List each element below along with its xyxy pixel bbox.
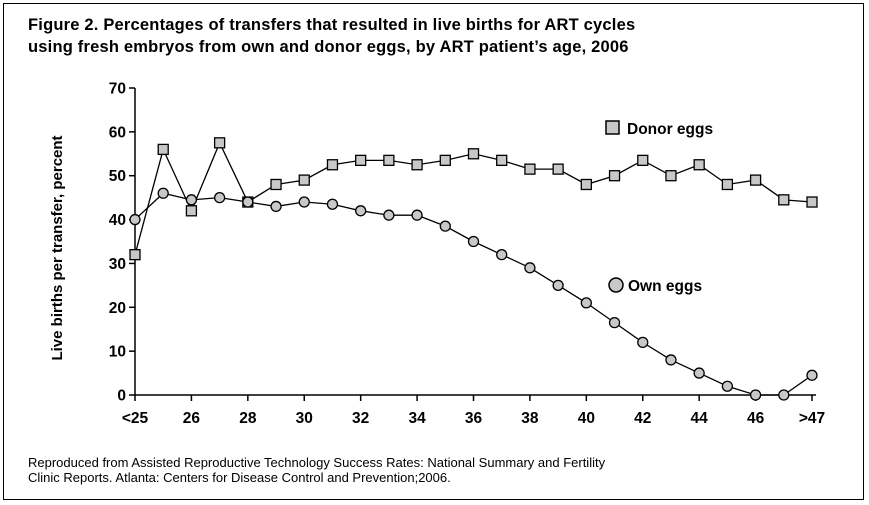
y-tick-label: 50	[109, 168, 126, 185]
x-tick-label: 28	[239, 410, 257, 427]
x-tick-label: >47	[799, 410, 825, 427]
data-point-own-eggs	[213, 191, 226, 204]
data-point-donor-eggs	[439, 154, 451, 167]
y-tick-label: 20	[109, 300, 126, 317]
source-line-1: Reproduced from Assisted Reproductive Te…	[28, 455, 606, 470]
y-tick-label: 40	[109, 212, 126, 229]
data-point-donor-eggs	[608, 170, 621, 182]
data-point-own-eggs	[242, 196, 254, 208]
y-tick-label: 70	[109, 81, 126, 98]
source-line-2: Clinic Reports. Atlanta: Centers for Dis…	[28, 470, 451, 485]
data-point-donor-eggs	[213, 137, 226, 149]
figure-frame	[3, 3, 864, 500]
y-axis-ticks: 0 10 20 30 40 50 60 70	[109, 81, 135, 405]
x-tick-label: <25	[122, 410, 149, 427]
y-tick-label: 0	[117, 388, 126, 405]
x-tick-label: 40	[578, 410, 595, 427]
data-point-own-eggs	[637, 336, 649, 349]
y-tick-label: 30	[109, 256, 126, 273]
y-tick-label: 10	[109, 344, 126, 361]
y-axis-label: Live births per transfer, percent	[49, 135, 66, 360]
series-donor-eggs	[129, 137, 818, 261]
x-tick-label: 32	[352, 410, 369, 427]
x-tick-label: 44	[691, 410, 709, 427]
data-point-donor-eggs	[129, 249, 141, 261]
figure-title-line-1: Figure 2. Percentages of transfers that …	[28, 16, 636, 34]
data-point-own-eggs	[383, 209, 395, 221]
data-point-own-eggs	[467, 235, 480, 248]
data-point-own-eggs	[608, 316, 621, 329]
data-point-donor-eggs	[298, 174, 310, 186]
data-point-donor-eggs	[806, 196, 818, 208]
data-point-own-eggs	[355, 205, 367, 217]
x-tick-label: 42	[634, 410, 651, 427]
y-tick-label: 60	[109, 124, 126, 141]
data-point-donor-eggs	[552, 163, 564, 175]
data-point-own-eggs	[157, 187, 169, 199]
data-point-own-eggs	[496, 249, 508, 261]
data-point-donor-eggs	[467, 148, 480, 160]
data-point-own-eggs	[693, 367, 705, 379]
data-point-own-eggs	[439, 220, 451, 232]
data-point-donor-eggs	[637, 154, 649, 167]
data-point-donor-eggs	[157, 143, 169, 156]
x-tick-label: 36	[465, 410, 483, 427]
source-note: Reproduced from Assisted Reproductive Te…	[28, 455, 848, 485]
data-point-own-eggs	[580, 297, 592, 309]
data-point-own-eggs	[665, 354, 677, 366]
data-point-donor-eggs	[721, 178, 734, 191]
x-tick-label: 26	[183, 410, 201, 427]
data-point-own-eggs	[270, 200, 282, 213]
data-point-own-eggs	[721, 380, 734, 392]
data-point-own-eggs	[524, 262, 536, 274]
data-point-donor-eggs	[749, 174, 762, 186]
data-point-own-eggs	[778, 389, 790, 401]
data-point-donor-eggs	[355, 154, 367, 167]
data-point-donor-eggs	[411, 159, 423, 171]
data-point-donor-eggs	[665, 170, 677, 182]
data-point-own-eggs	[185, 194, 198, 206]
data-point-own-eggs	[806, 369, 818, 381]
data-point-donor-eggs	[693, 159, 705, 171]
data-point-donor-eggs	[185, 205, 198, 217]
data-point-donor-eggs	[580, 178, 592, 191]
x-tick-label: 34	[408, 410, 426, 427]
data-point-donor-eggs	[383, 154, 395, 167]
x-tick-label: 38	[521, 410, 539, 427]
x-tick-label: 30	[296, 410, 313, 427]
legend-donor-eggs: Donor eggs	[605, 120, 713, 138]
data-point-donor-eggs	[496, 154, 508, 167]
series-line-own-eggs	[134, 192, 813, 396]
series-layer	[129, 137, 818, 401]
data-point-own-eggs	[129, 213, 141, 226]
data-point-own-eggs	[411, 209, 423, 221]
data-point-donor-eggs	[778, 194, 790, 206]
data-point-donor-eggs	[326, 159, 339, 171]
legend-circle-marker	[608, 277, 624, 293]
data-point-own-eggs	[552, 279, 564, 292]
legend-donor-eggs-label: Donor eggs	[627, 121, 713, 138]
legend-own-eggs-label: Own eggs	[628, 278, 702, 295]
legend-own-eggs: Own eggs	[608, 277, 702, 295]
data-point-own-eggs	[749, 389, 762, 401]
x-axis-ticks: <25 26 28 30 32 34 36 38 40 42 44 46 >47	[122, 395, 825, 427]
figure-title-line-2: using fresh embryos from own and donor e…	[28, 38, 629, 56]
data-point-own-eggs	[298, 196, 310, 208]
data-point-donor-eggs	[270, 178, 282, 191]
legend-square-marker	[605, 120, 620, 135]
x-tick-label: 46	[747, 410, 765, 427]
data-point-donor-eggs	[524, 163, 536, 175]
data-point-own-eggs	[326, 198, 339, 210]
figure-title: Figure 2. Percentages of transfers that …	[28, 14, 848, 58]
series-own-eggs	[129, 187, 818, 401]
